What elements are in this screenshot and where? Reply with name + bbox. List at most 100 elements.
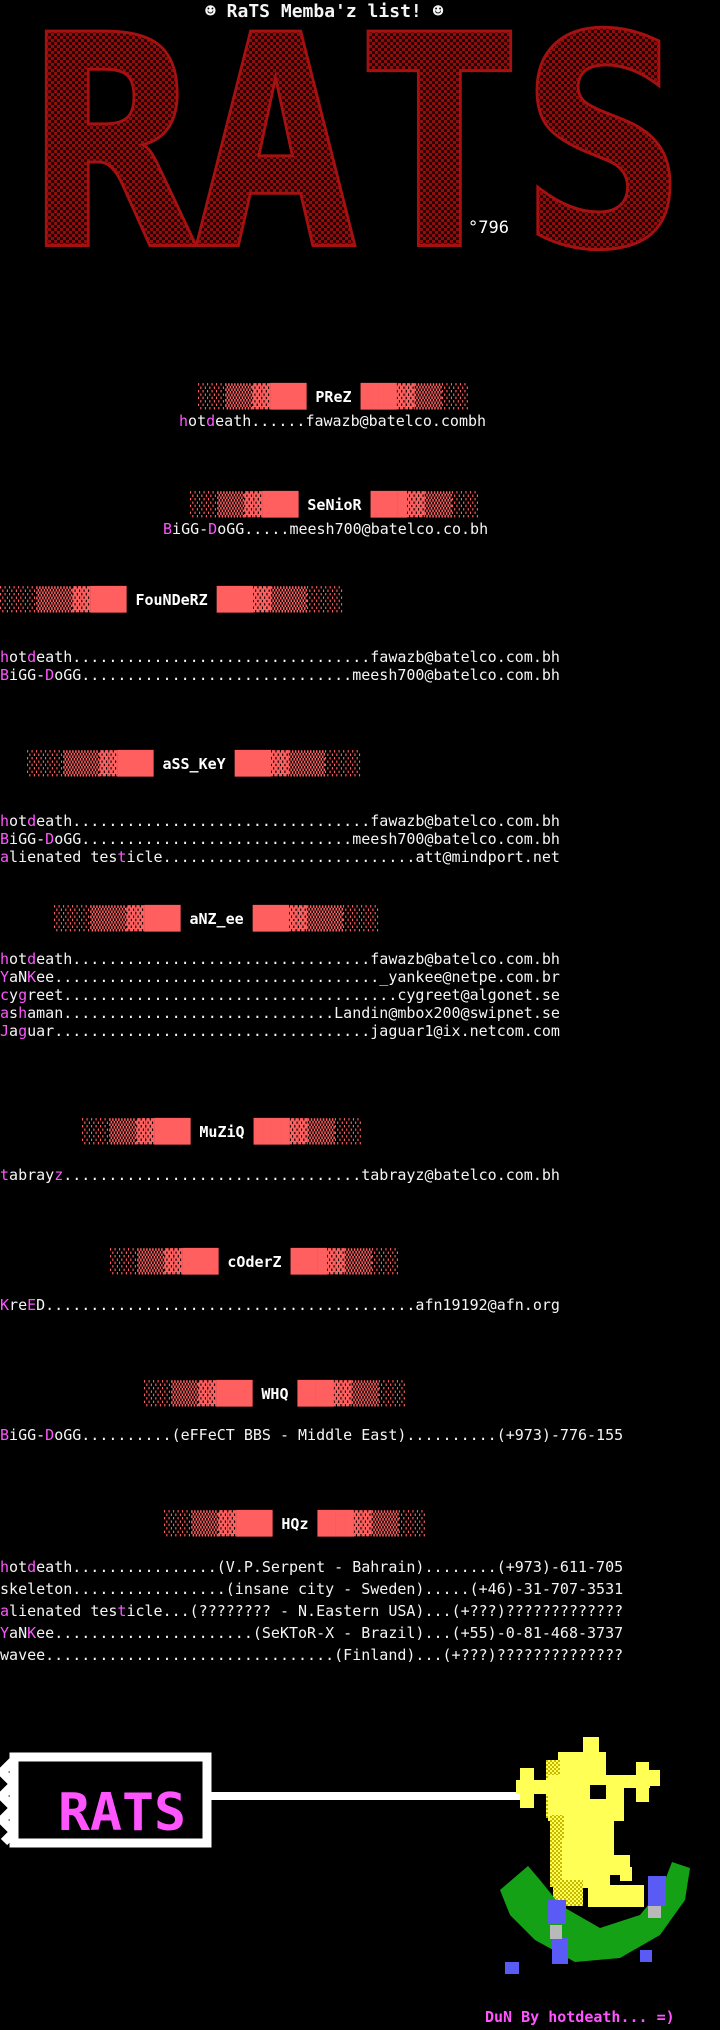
member-name: skeleton <box>0 1580 73 1598</box>
bar-gradient-right: ████▓▓▒▒▒░░░ <box>297 1380 406 1407</box>
section-label: cOderZ <box>218 1253 291 1271</box>
member-row: hotdeath................................… <box>0 648 560 666</box>
member-row: YaNKee......................(SeKToR-X - … <box>0 1624 624 1642</box>
member-row: hotdeath................................… <box>0 812 560 830</box>
member-contact: meesh700@batelco.com.bh <box>352 830 560 848</box>
member-row: alienated testicle......................… <box>0 848 560 866</box>
member-row: alienated testicle...(???????? - N.Easte… <box>0 1602 624 1620</box>
bar-gradient-left: ░░░▒▒▒▓▓████ <box>110 1248 219 1275</box>
board-blue-patch <box>552 1938 568 1964</box>
section-label: aNZ_ee <box>180 910 253 928</box>
section-bar-founderz: ░░░░▒▒▒▒▓▓████ FouNDeRZ ████▓▓▒▒▒▒░░░░ <box>0 586 343 613</box>
banana-eye <box>590 1785 606 1799</box>
member-name: hotdeath <box>0 648 73 666</box>
member-contact: (+46)-31-707-3531 <box>469 1580 624 1598</box>
member-name: alienated testicle <box>0 1602 163 1620</box>
section-bar-prez: ░░░▒▒▒▓▓████ PReZ ████▓▓▒▒▒░░░ <box>198 383 469 410</box>
member-row: hotdeath................(V.P.Serpent - B… <box>0 1558 624 1576</box>
flag-pole <box>207 1792 520 1800</box>
member-row: skeleton.................(insane city - … <box>0 1580 624 1598</box>
member-row: wavee................................(Fi… <box>0 1646 624 1664</box>
rats-logo: RATS °796 <box>27 24 688 269</box>
bar-gradient-right: ████▓▓▒▒▒░░░ <box>253 1118 362 1145</box>
section-label: FouNDeRZ <box>126 591 217 609</box>
bar-gradient-left: ░░░░▒▒▒▒▓▓████ <box>27 750 154 777</box>
section-bar-senior: ░░░▒▒▒▓▓████ SeNioR ████▓▓▒▒▒░░░ <box>190 491 479 518</box>
section-entries-senior: BiGG-DoGG.....meesh700@batelco.co.bh <box>163 520 488 538</box>
logo-text: RATS <box>30 24 685 269</box>
member-contact: (+973)-611-705 <box>496 1558 624 1576</box>
board-gray-bit <box>648 1906 661 1918</box>
member-name: YaNKee <box>0 1624 55 1642</box>
bar-gradient-left: ░░░▒▒▒▓▓████ <box>82 1118 191 1145</box>
sign-box <box>9 1752 212 1848</box>
member-contact: cygreet@algonet.se <box>397 986 560 1004</box>
section-bar-hqz: ░░░▒▒▒▓▓████ HQz ████▓▓▒▒▒░░░ <box>164 1510 426 1537</box>
member-row: BiGG-DoGG.....meesh700@batelco.co.bh <box>163 520 489 538</box>
bar-gradient-right: ████▓▓▒▒▒▒░░░░ <box>216 586 344 613</box>
bar-gradient-left: ░░░▒▒▒▓▓████ <box>144 1380 253 1407</box>
member-row: BiGG-DoGG..............................m… <box>0 666 560 684</box>
member-contact: afn19192@afn.org <box>415 1296 560 1314</box>
section-entries-whq: BiGG-DoGG..........(eFFeCT BBS - Middle … <box>0 1426 623 1444</box>
member-contact: _yankee@netpe.com.br <box>379 968 560 986</box>
section-entries-hqz: hotdeath................(V.P.Serpent - B… <box>0 1556 623 1666</box>
bar-gradient-left: ░░░░▒▒▒▒▓▓████ <box>0 586 127 613</box>
bar-gradient-right: ████▓▓▒▒▒░░░ <box>290 1248 399 1275</box>
credit-line: DuN By hotdeath... =) <box>485 2008 675 2026</box>
section-label: MuZiQ <box>190 1123 254 1141</box>
bar-gradient-right: ████▓▓▒▒▒░░░ <box>370 491 479 518</box>
section-label: aSS_KeY <box>153 755 235 773</box>
section-entries-anz-ee: hotdeath................................… <box>0 950 560 1040</box>
member-name: cygreet <box>0 986 64 1004</box>
section-label: WHQ <box>252 1385 298 1403</box>
section-entries-muziq: tabrayz.................................… <box>0 1166 560 1184</box>
bar-gradient-left: ░░░▒▒▒▓▓████ <box>190 491 299 518</box>
member-name: Jaguar <box>0 1022 55 1040</box>
member-contact: tabrayz@batelco.com.bh <box>361 1166 560 1184</box>
member-name: KreED <box>0 1296 46 1314</box>
member-contact: fawazb@batelco.combh <box>305 412 487 430</box>
member-name: wavee <box>0 1646 46 1664</box>
member-row: hotdeath................................… <box>0 950 560 968</box>
member-name: YaNKee <box>0 968 55 986</box>
member-name: hotdeath <box>0 812 73 830</box>
section-label: PReZ <box>306 388 361 406</box>
section-bar-coderz: ░░░▒▒▒▓▓████ cOderZ ████▓▓▒▒▒░░░ <box>110 1248 399 1275</box>
member-row: cygreet.................................… <box>0 986 560 1004</box>
section-bar-ass-key: ░░░░▒▒▒▒▓▓████ aSS_KeY ████▓▓▒▒▒▒░░░░ <box>27 750 361 777</box>
member-row: BiGG-DoGG..............................m… <box>0 830 560 848</box>
member-row: ashaman..............................Lan… <box>0 1004 560 1022</box>
bar-gradient-left: ░░░░▒▒▒▒▓▓████ <box>54 905 181 932</box>
member-name: BiGG-DoGG <box>0 830 82 848</box>
member-contact: meesh700@batelco.co.bh <box>289 520 489 538</box>
section-label: HQz <box>272 1515 318 1533</box>
bar-gradient-right: ████▓▓▒▒▒▒░░░░ <box>234 750 362 777</box>
member-contact: meesh700@batelco.com.bh <box>352 666 560 684</box>
member-contact: Landin@mbox200@swipnet.se <box>334 1004 560 1022</box>
member-name: hotdeath <box>0 950 73 968</box>
logo-badge: °796 <box>468 218 509 238</box>
member-row: hotdeath......fawazb@batelco.combh <box>179 412 487 430</box>
board-gray-bit <box>550 1925 562 1939</box>
footer-art: RATS <box>0 1737 690 1974</box>
member-name: BiGG-DoGG <box>0 1426 82 1444</box>
member-contact: (+55)-0-81-468-3737 <box>451 1624 624 1642</box>
member-name: BiGG-DoGG <box>163 520 245 538</box>
section-entries-coderz: KreED...................................… <box>0 1296 560 1314</box>
water-blue <box>505 1962 519 1974</box>
member-name: ashaman <box>0 1004 64 1022</box>
member-contact: (+973)-776-155 <box>496 1426 624 1444</box>
bar-gradient-right: ████▓▓▒▒▒░░░ <box>317 1510 426 1537</box>
member-row: YaNKee..................................… <box>0 968 560 986</box>
member-row: BiGG-DoGG..........(eFFeCT BBS - Middle … <box>0 1426 624 1444</box>
section-bar-whq: ░░░▒▒▒▓▓████ WHQ ████▓▓▒▒▒░░░ <box>144 1380 406 1407</box>
member-contact: att@mindport.net <box>415 848 560 866</box>
section-label: SeNioR <box>298 496 371 514</box>
section-entries-ass-key: hotdeath................................… <box>0 812 560 866</box>
member-contact: fawazb@batelco.com.bh <box>370 648 560 666</box>
water-blue <box>640 1950 652 1962</box>
board-blue-patch <box>648 1876 666 1906</box>
section-entries-founderz: hotdeath................................… <box>0 648 560 684</box>
